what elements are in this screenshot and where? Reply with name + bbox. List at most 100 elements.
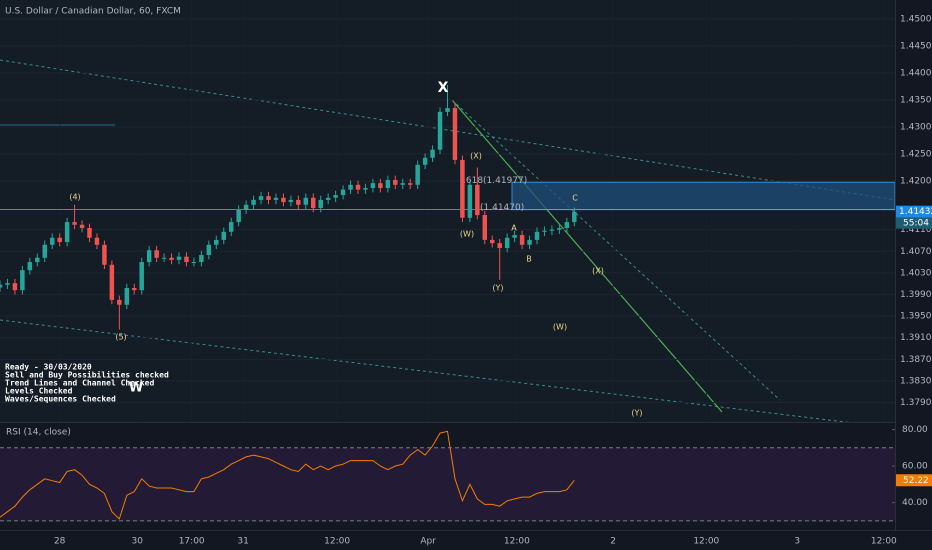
candle-body (333, 195, 338, 198)
wave-label: (5) (115, 333, 126, 342)
candle-body (146, 250, 152, 263)
trend-line (451, 99, 723, 413)
candle-body (340, 189, 346, 196)
y-tick-label: 1.40700 (900, 247, 932, 257)
x-tick-label: 30 (132, 537, 144, 547)
candle-body (27, 262, 33, 271)
candle-body (422, 157, 428, 165)
wave-label: (W) (553, 323, 567, 332)
candle-body (460, 159, 465, 218)
price-tag (896, 205, 932, 218)
candle-body (445, 108, 450, 112)
candle-body (318, 199, 323, 209)
y-tick-label: 1.41100 (900, 225, 932, 235)
candle-body (94, 237, 100, 245)
rsi-tick-label: 40.00 (902, 498, 928, 508)
candle-body (400, 183, 405, 185)
candle-body (490, 239, 495, 244)
trend-line-dashed (451, 99, 781, 401)
y-tick-label: 1.39500 (900, 312, 932, 322)
y-tick-label: 1.43000 (900, 122, 932, 132)
wave-label: W (129, 381, 143, 396)
candle-body (348, 184, 353, 190)
candle-body (557, 228, 562, 230)
candle-body (57, 237, 62, 243)
candle-body (64, 222, 70, 243)
candle-body (370, 183, 376, 189)
y-tick-label: 1.44500 (900, 41, 932, 51)
price-axis (895, 0, 932, 550)
note-line: Levels Checked (5, 387, 73, 396)
candle-body (72, 222, 77, 225)
candle-body (467, 184, 473, 218)
note-line: Waves/Sequences Checked (5, 395, 116, 404)
candle-body (512, 235, 517, 238)
candle-body (393, 179, 398, 185)
level-label: .618(1.41977) (463, 176, 527, 186)
candle-body (87, 228, 92, 238)
fib-zone (511, 181, 896, 211)
candle-body (519, 235, 525, 245)
candle-body (20, 270, 25, 291)
rsi-tag-label: 52.22 (903, 476, 929, 486)
candle-body (385, 179, 391, 189)
candle-body (236, 209, 241, 223)
x-tick-label: 12:00 (504, 537, 530, 547)
candle-body (378, 183, 383, 189)
chart-title: U.S. Dollar / Canadian Dollar, 60, FXCM (5, 7, 181, 17)
candle-body (407, 183, 413, 185)
candle-body (169, 257, 174, 260)
candle-body (35, 257, 40, 263)
candle-body (475, 184, 480, 216)
note-line: Ready - 30/03/2020 (5, 363, 92, 372)
wave-label: C (572, 194, 578, 203)
rsi-tick-label: 80.00 (902, 425, 928, 435)
note-line: Sell and Buy Possibilities checked (5, 370, 169, 380)
wave-label: (Y) (631, 409, 642, 418)
y-tick-label: 1.38300 (900, 376, 932, 386)
wave-label: A (511, 224, 517, 233)
rsi-title: RSI (14, close) (6, 428, 71, 438)
y-tick-label: 1.42500 (900, 149, 932, 159)
candle-body (191, 262, 197, 264)
price-tag-label: 1.41432 (899, 207, 932, 217)
candle-body (482, 215, 488, 240)
candle-body (221, 231, 226, 240)
candle-body (527, 239, 532, 245)
y-tick-label: 1.44000 (900, 68, 932, 78)
candle-body (102, 244, 107, 265)
candle-body (355, 184, 361, 190)
candle-body (549, 229, 555, 231)
candle-body (199, 255, 204, 263)
candle-body (12, 283, 18, 291)
candle-body (214, 239, 219, 245)
y-tick-label: 1.45000 (900, 14, 932, 24)
candle-body (266, 196, 271, 200)
candle-body (0, 284, 3, 288)
candle-body (572, 211, 577, 223)
candle-body (303, 197, 309, 205)
candle-body (139, 262, 144, 291)
note-line: Trend Lines and Channel Checked (5, 378, 154, 388)
candle-body (273, 197, 279, 200)
channel-top (0, 59, 896, 201)
candle-body (542, 230, 547, 232)
x-tick-label: 12:00 (324, 537, 350, 547)
x-tick-label: 31 (237, 537, 248, 547)
candle-body (311, 197, 316, 209)
y-tick-label: 1.40300 (900, 268, 932, 278)
candle-body (161, 257, 167, 259)
y-tick-label: 1.42000 (900, 177, 932, 187)
candle-body (117, 299, 122, 305)
x-tick-label: 12:00 (871, 537, 897, 547)
candle-body (184, 256, 189, 263)
candle-body (258, 196, 264, 200)
candle-body (49, 237, 55, 245)
candle-body (243, 204, 249, 210)
y-tick-label: 1.43500 (900, 95, 932, 105)
y-tick-label: 1.38700 (900, 355, 932, 365)
candle-body (296, 199, 301, 205)
candle-body (42, 244, 47, 258)
candle-body (437, 111, 443, 150)
